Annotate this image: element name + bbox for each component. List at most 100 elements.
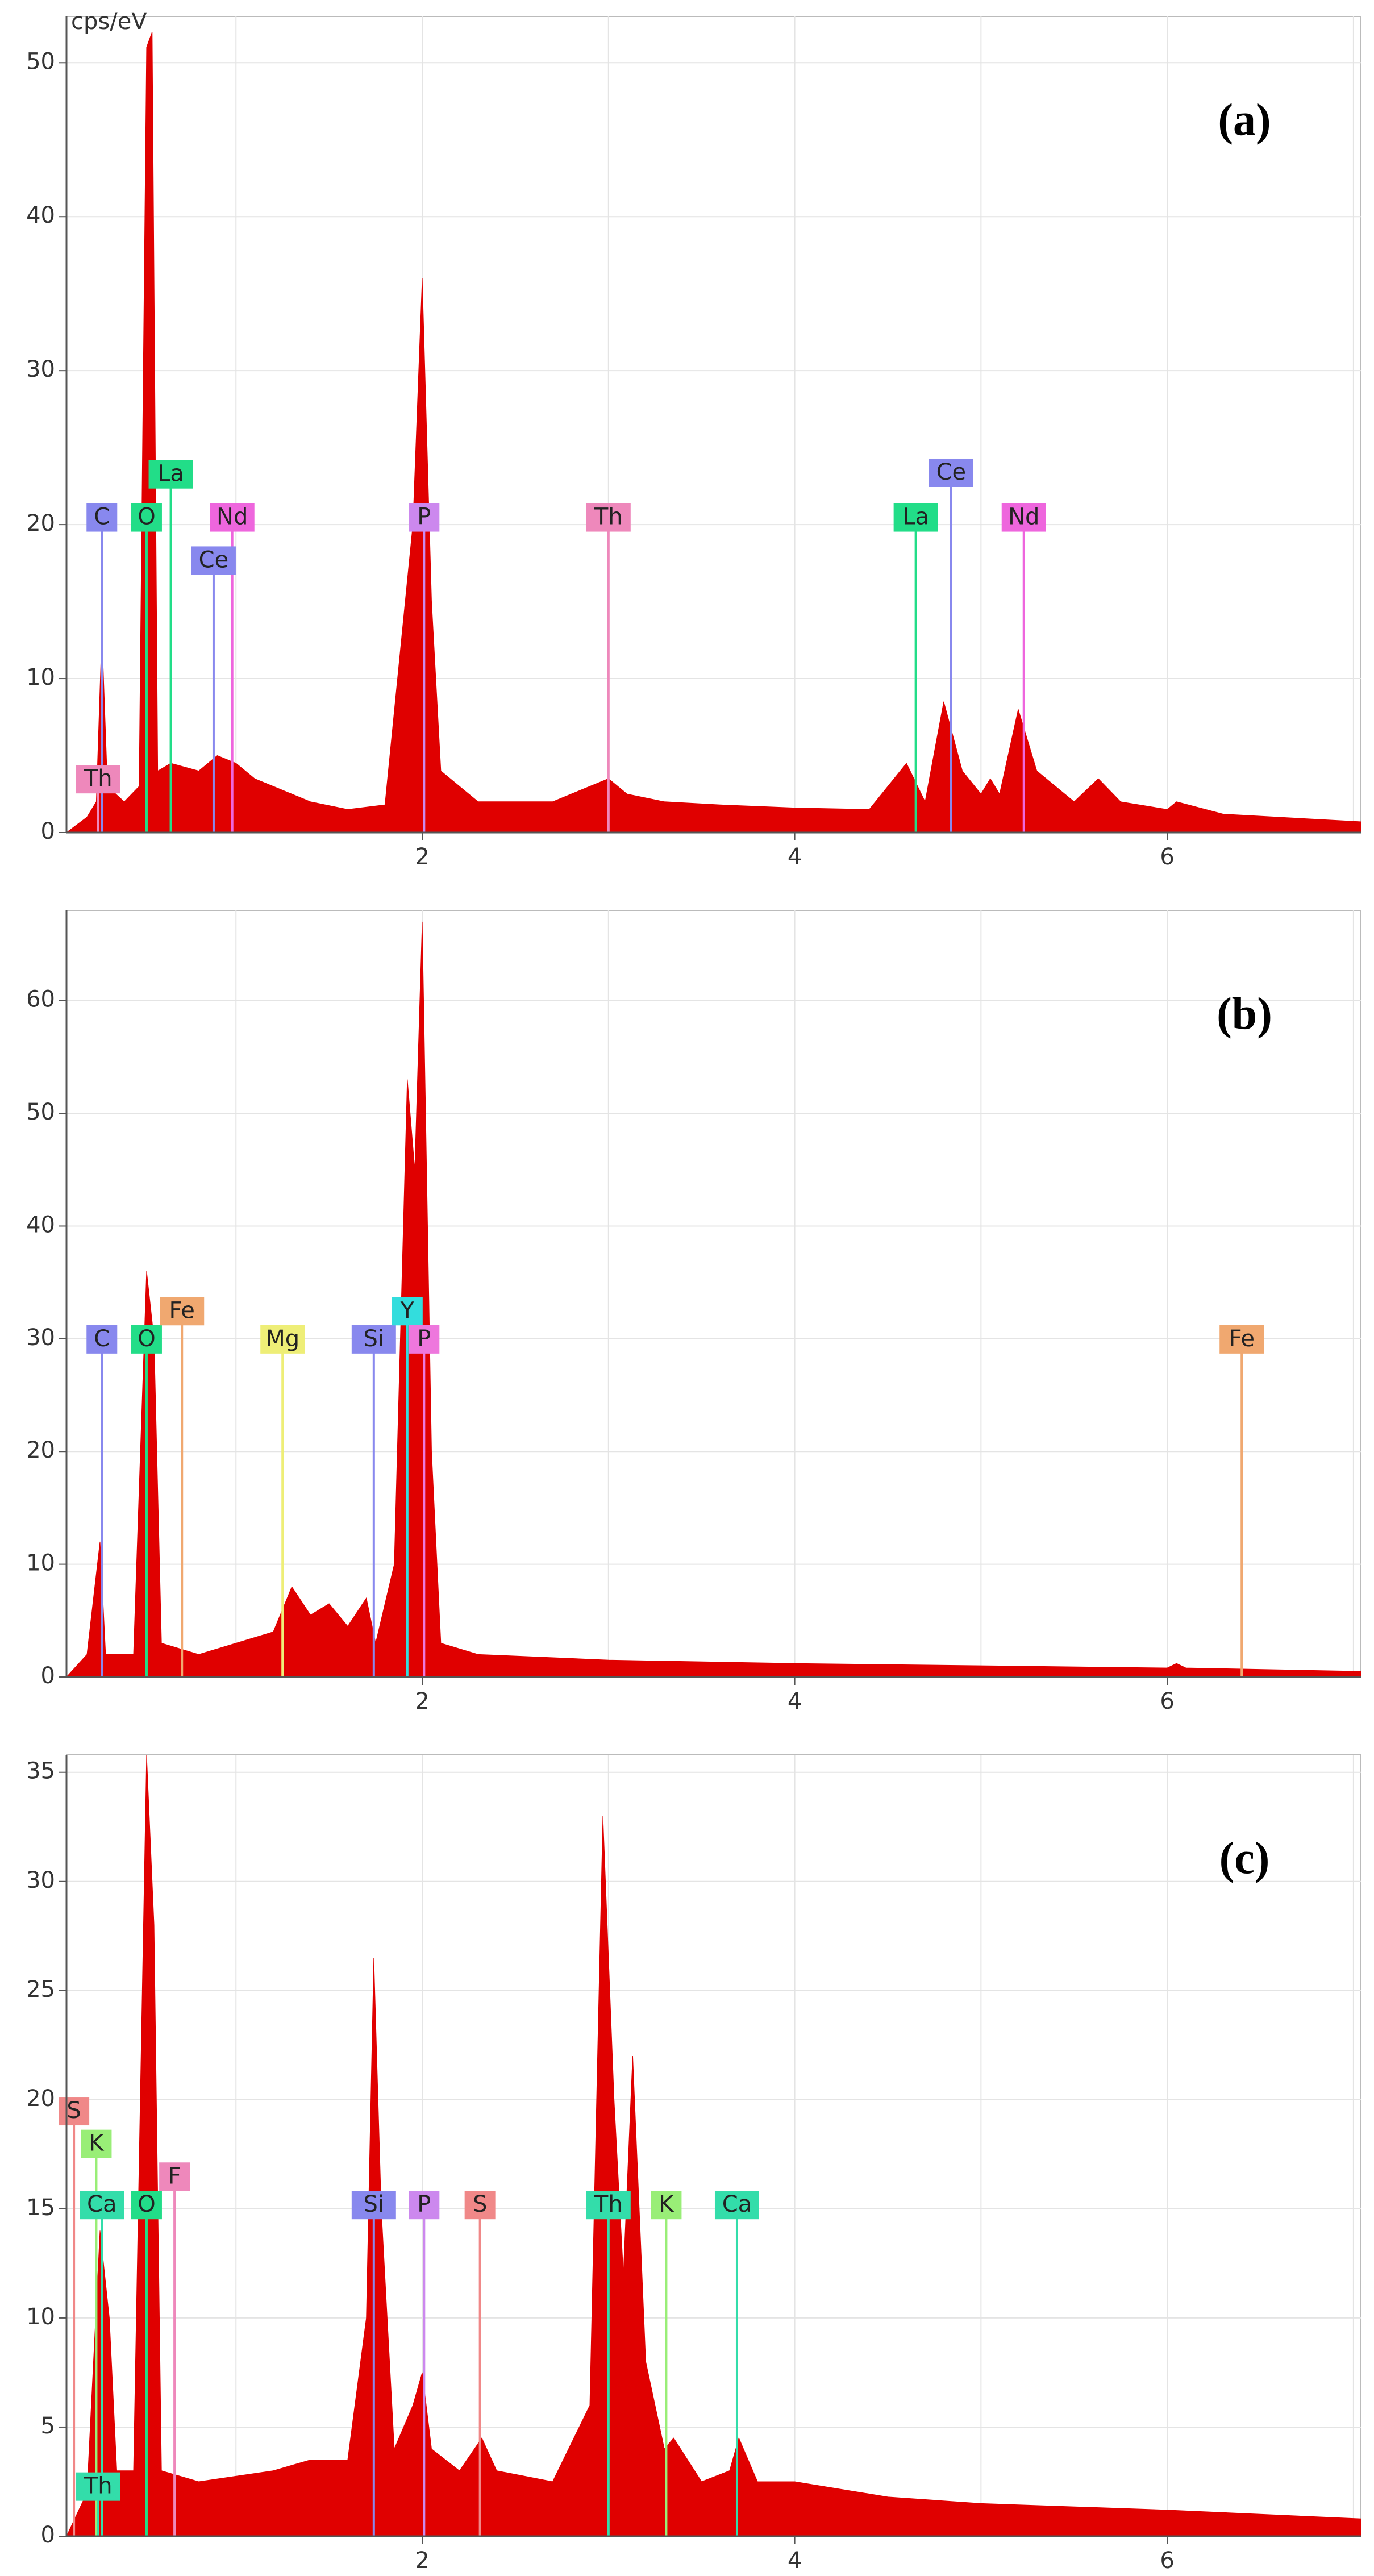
spectrum [66,1754,1361,2537]
y-tick-label: 60 [26,987,55,1013]
y-tick-label: 10 [26,2304,55,2330]
element-label: P [417,2191,431,2217]
y-axis-label: cps/eV [71,9,147,35]
x-tick-label: 6 [1160,1688,1174,1714]
panel-label: (a) [1218,95,1271,145]
y-tick-label: 15 [26,2195,55,2221]
element-label-box [651,2191,682,2220]
y-tick-label: 35 [26,1758,55,1784]
x-tick-label: 4 [788,1688,802,1714]
element-label: Ce [936,459,967,485]
element-label: Si [364,1326,385,1352]
element-label-box [59,2097,90,2126]
element-label: Ca [87,2191,116,2217]
element-label: Fe [169,1297,194,1324]
y-tick-label: 50 [26,1099,55,1125]
element-label: Nd [216,504,248,530]
element-label-box [86,503,118,532]
y-tick-label: 50 [26,48,55,74]
element-label-box [131,503,162,532]
element-label: Ce [199,547,229,573]
element-label: K [89,2130,105,2157]
element-label: C [94,504,110,530]
element-label: Mg [265,1326,299,1352]
element-label-box [81,2129,112,2158]
y-tick-label: 40 [26,202,55,228]
spectrum [65,921,1361,1678]
element-label-box [464,2191,496,2220]
element-label-box [392,1297,423,1326]
element-label: S [66,2098,81,2124]
element-label: P [417,504,431,530]
element-label-box [86,1325,118,1354]
element-label: F [168,2163,181,2189]
element-label-box [351,1325,396,1354]
element-label: Th [594,504,623,530]
x-tick-label: 6 [1160,2548,1174,2574]
y-tick-label: 10 [26,1550,55,1576]
element-label-box [76,2472,120,2501]
y-tick-label: 20 [26,510,55,536]
element-label-box [80,2191,124,2220]
element-label: Si [364,2191,385,2217]
element-label-box [409,503,440,532]
y-tick-label: 40 [26,1212,55,1238]
element-label: Th [84,765,113,792]
element-label-box [714,2191,759,2220]
element-label: Th [84,2473,113,2499]
element-label-box [893,503,938,532]
panel-label: (c) [1219,1833,1270,1883]
element-label: Th [594,2191,623,2217]
element-label-box [586,503,631,532]
x-tick-label: 2 [415,844,429,870]
y-tick-label: 0 [41,2522,55,2548]
element-label: Nd [1008,504,1039,530]
element-label-box [409,2191,440,2220]
y-tick-label: 25 [26,1976,55,2003]
element-label: C [94,1326,110,1352]
y-tick-label: 30 [26,1325,55,1351]
spectrum [65,31,1361,833]
element-label: O [138,504,155,530]
element-label-box [76,765,120,794]
element-label-box [1219,1325,1264,1354]
panel-label: (b) [1217,989,1272,1039]
element-label: O [138,2191,155,2217]
element-label-box [929,458,973,487]
x-tick-label: 6 [1160,844,1174,870]
element-label-box [351,2191,396,2220]
plot-area [66,16,1361,833]
y-tick-label: 0 [41,1663,55,1689]
x-tick-label: 4 [788,2548,802,2574]
element-label-box [191,546,236,575]
element-label: Ca [722,2191,752,2217]
y-tick-label: 30 [26,356,55,382]
element-label: O [138,1326,155,1352]
element-label-box [1001,503,1046,532]
element-label-box [160,1297,205,1326]
element-label: K [659,2191,674,2217]
element-label-box [260,1325,305,1354]
y-tick-label: 20 [26,2086,55,2112]
x-tick-label: 2 [415,2548,429,2574]
element-label: S [473,2191,487,2217]
x-tick-label: 2 [415,1688,429,1714]
element-label: Y [400,1297,415,1324]
x-tick-label: 4 [788,844,802,870]
element-label-box [131,1325,162,1354]
y-tick-label: 30 [26,1867,55,1893]
y-tick-label: 5 [41,2413,55,2439]
element-label-box [586,2191,631,2220]
element-label-box [148,460,193,489]
y-tick-label: 20 [26,1437,55,1463]
y-tick-label: 0 [41,818,55,844]
element-label-box [409,1325,440,1354]
element-label: La [902,504,929,530]
element-label-box [210,503,255,532]
element-label-box [131,2191,162,2220]
